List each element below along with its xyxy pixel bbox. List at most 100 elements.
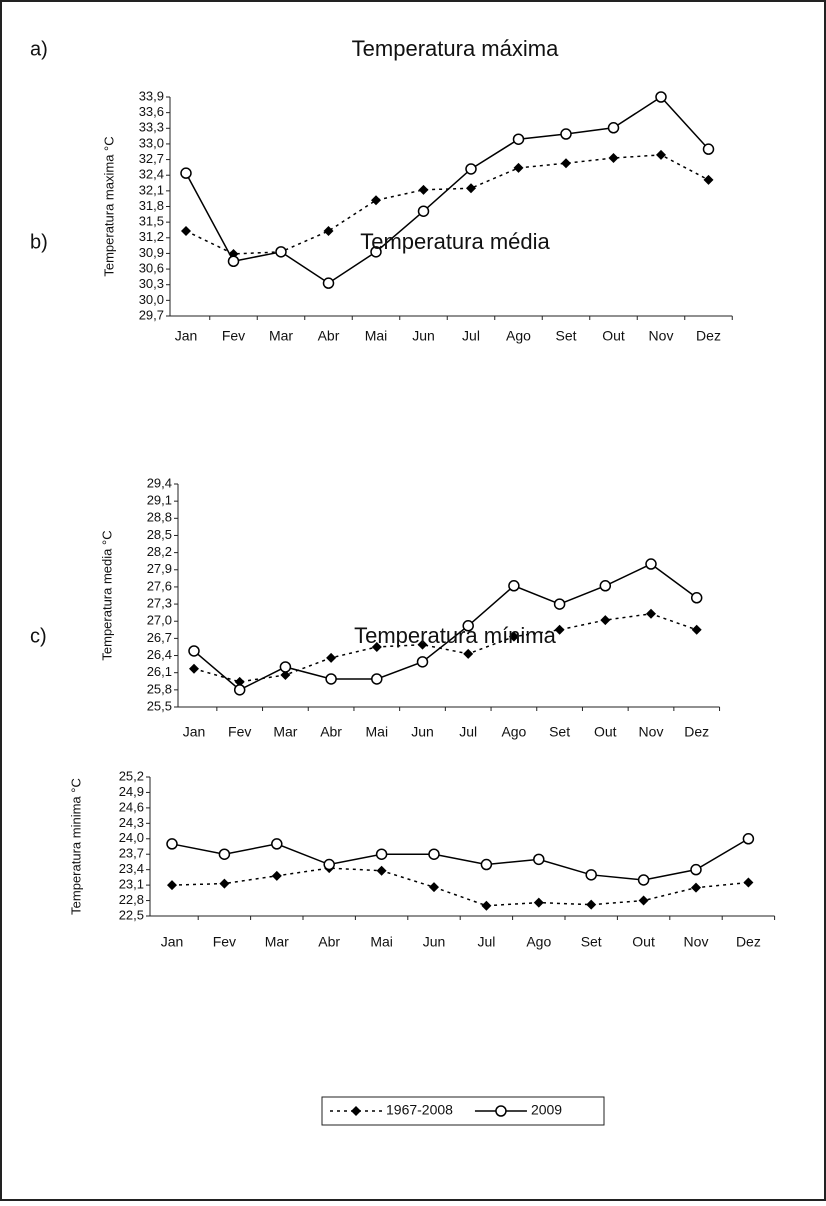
series [166,833,755,886]
y-tick-label: 31,8 [139,198,164,213]
y-tick-label: 22,5 [119,907,144,922]
series [188,558,703,696]
data-point [227,255,240,267]
data-point [646,608,656,619]
data-point [656,149,666,160]
x-tick-label: Mai [365,328,388,344]
y-tick-label: 26,1 [147,664,172,679]
y-tick-label: 23,7 [119,846,144,861]
data-point [608,153,619,164]
y-tick-label: 24,3 [119,815,144,830]
x-tick-label: Jun [423,934,446,950]
y-tick-label: 33,9 [139,88,164,103]
series [180,91,715,289]
y-tick-label: 29,4 [147,475,172,490]
y-tick-label: 22,8 [119,892,144,907]
data-point [371,195,381,206]
series-line [193,563,698,691]
data-point [560,128,572,140]
legend-label: 1967-2008 [386,1102,453,1118]
series-line [185,154,709,255]
y-tick-label: 33,0 [139,135,164,150]
data-point [271,870,282,881]
series-line [193,613,697,683]
y-tick-label: 25,2 [119,768,144,783]
y-tick-label: 24,9 [119,784,144,799]
y-tick-label: 32,4 [139,167,164,182]
data-point [418,184,429,195]
y-tick-label: 28,8 [147,510,172,525]
y-tick-label: 26,4 [147,647,172,662]
data-point [561,158,571,169]
x-tick-label: Out [602,328,625,344]
data-point [508,580,520,592]
data-point [508,631,519,642]
x-tick-label: Fev [222,328,245,344]
data-point [553,598,566,610]
data-point [645,558,657,570]
data-point [376,865,387,876]
data-point [691,624,702,635]
x-tick-label: Jul [462,328,480,344]
y-tick-label: 33,6 [139,104,164,119]
data-point [429,882,439,893]
data-point [189,663,199,674]
data-point [371,673,383,685]
x-tick-label: Set [581,934,602,950]
data-point [742,833,755,845]
x-tick-label: Abr [320,724,342,740]
data-point [554,624,565,635]
y-tick-label: 33,3 [139,120,164,135]
data-point [607,122,620,134]
data-point [655,91,667,103]
y-tick-label: 27,9 [147,561,172,576]
y-axis-title: Temperatura media °C [99,530,114,660]
x-tick-label: Jan [175,328,198,344]
data-point [417,205,430,217]
data-point [325,673,337,685]
x-tick-label: Fev [213,934,236,950]
y-tick-label: 25,8 [147,681,172,696]
x-tick-label: Mar [269,328,293,344]
y-tick-label: 31,2 [139,229,164,244]
data-point [702,143,715,155]
data-point [323,858,335,871]
y-tick-label: 26,7 [147,630,172,645]
y-tick-label: 32,1 [139,182,164,197]
y-tick-label: 24,6 [119,799,144,814]
x-tick-label: Jul [459,724,477,740]
data-point [586,899,597,910]
x-tick-label: Set [555,328,576,344]
x-tick-label: Nov [639,724,664,740]
data-point [638,895,649,906]
legend-box [321,1096,605,1126]
y-axis-title: Temperatura minima °C [68,778,83,915]
data-point [703,174,714,185]
chart-title: Temperatura máxima [352,36,559,61]
legend-label: 2009 [531,1102,562,1118]
x-tick-label: Jun [411,724,434,740]
data-point [466,183,476,194]
data-point [181,226,191,237]
x-tick-label: Mar [273,724,297,740]
data-point [218,848,231,860]
data-point [279,661,292,673]
y-tick-label: 28,5 [147,527,172,542]
data-point [533,853,545,866]
y-tick-label: 24,0 [119,830,144,845]
series-line [185,96,710,285]
legend-marker [351,1106,361,1116]
series [189,608,702,687]
y-tick-label: 30,6 [139,261,164,276]
data-point [271,838,283,850]
panel-label: b) [30,231,48,253]
data-point [416,656,429,668]
data-point [512,133,525,145]
data-point [690,863,702,876]
x-tick-label: Jun [412,328,435,344]
x-tick-label: Abr [318,934,340,950]
x-tick-label: Ago [501,724,526,740]
